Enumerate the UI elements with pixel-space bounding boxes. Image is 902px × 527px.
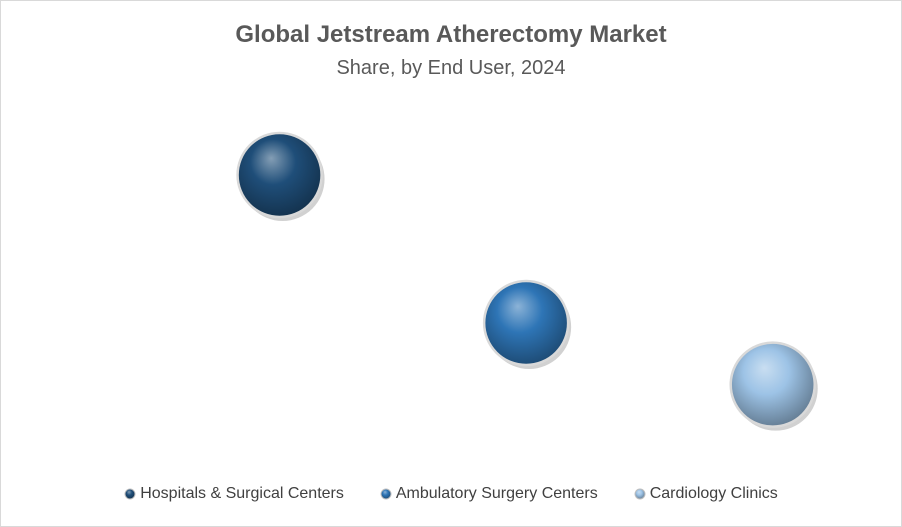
legend-marker-icon (124, 488, 136, 500)
legend-item-1[interactable]: Hospitals & Surgical Centers (124, 485, 344, 503)
chart-subtitle: Share, by End User, 2024 (336, 57, 566, 79)
chart-title: Global Jetstream Atherectomy Market (235, 21, 667, 48)
legend-marker-icon (634, 488, 646, 500)
legend-label: Ambulatory Surgery Centers (395, 485, 598, 502)
data-point-2[interactable] (482, 279, 570, 367)
legend-label: Cardiology Clinics (649, 485, 778, 502)
legend-label: Hospitals & Surgical Centers (140, 485, 344, 502)
legend-item-3[interactable]: Cardiology Clinics (634, 485, 778, 503)
data-point-1[interactable] (236, 131, 323, 219)
legend-item-2[interactable]: Ambulatory Surgery Centers (380, 485, 598, 503)
data-point-3[interactable] (729, 341, 816, 428)
legend-marker-icon (380, 488, 392, 500)
legend: Hospitals & Surgical Centers Ambulatory S… (1, 485, 901, 503)
